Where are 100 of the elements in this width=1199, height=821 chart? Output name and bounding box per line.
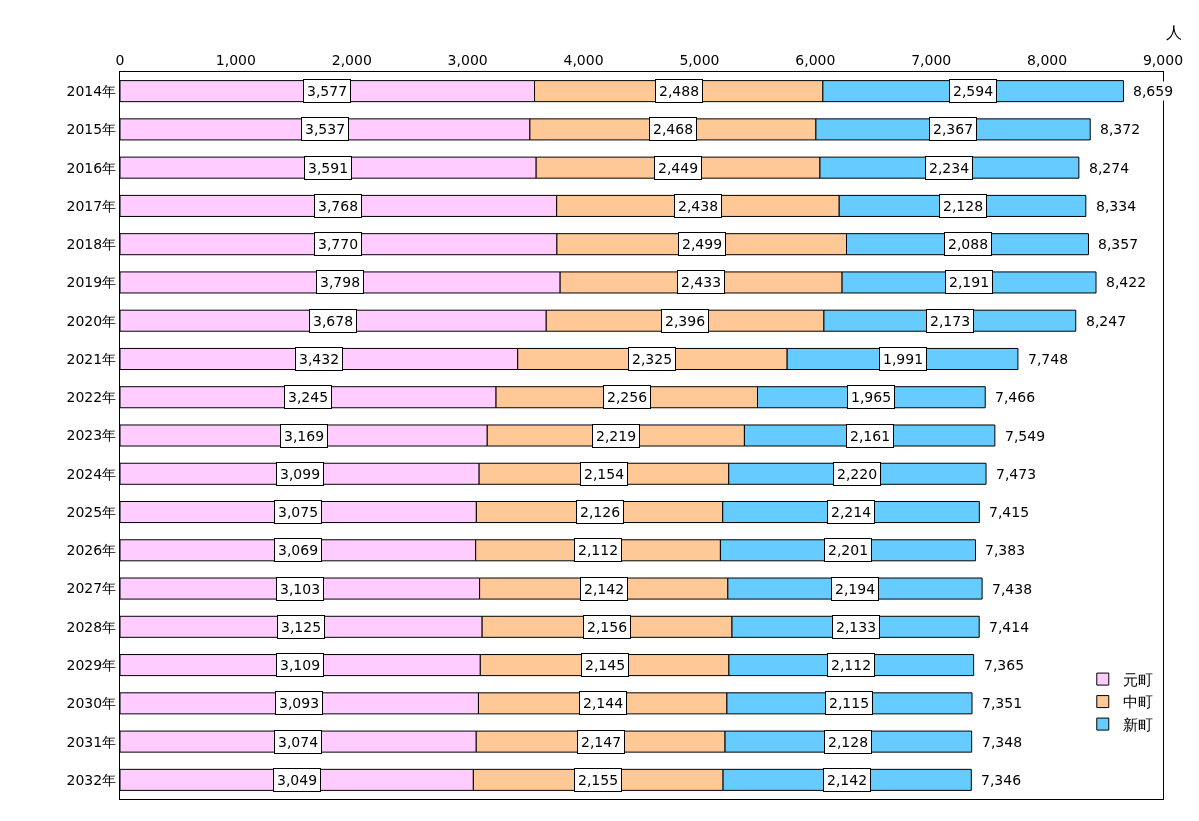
data-label: 3,109 [280, 657, 321, 673]
data-label: 3,591 [308, 160, 349, 176]
x-tick-label: 0 [115, 52, 125, 69]
data-label: 2,126 [580, 504, 621, 520]
total-label: 7,438 [992, 581, 1033, 597]
data-label: 2,594 [953, 83, 994, 99]
total-label: 7,365 [984, 657, 1025, 673]
data-label: 3,103 [280, 581, 321, 597]
data-label: 2,367 [933, 121, 974, 137]
data-label: 2,128 [828, 734, 869, 750]
data-label: 3,577 [307, 83, 348, 99]
legend-label: 新町 [1122, 715, 1153, 734]
data-label: 2,449 [658, 160, 699, 176]
data-label: 2,214 [831, 504, 872, 520]
data-label: 2,142 [827, 772, 868, 788]
data-label: 2,194 [835, 581, 876, 597]
total-label: 8,357 [1098, 236, 1139, 252]
y-tick-label: 2032年 [66, 771, 117, 788]
data-label: 2,144 [583, 695, 624, 711]
total-label: 8,334 [1096, 198, 1137, 214]
legend-label: 元町 [1122, 670, 1153, 689]
data-label: 3,074 [278, 734, 319, 750]
data-label: 2,325 [632, 351, 673, 367]
x-tick-label: 1,000 [215, 52, 256, 69]
x-tick-label: 7,000 [911, 52, 952, 69]
total-label: 7,549 [1005, 428, 1046, 444]
data-label: 3,678 [313, 313, 354, 329]
total-label: 7,748 [1028, 351, 1069, 367]
data-label: 2,191 [949, 274, 990, 290]
data-label: 3,099 [280, 466, 321, 482]
data-label: 2,438 [678, 198, 719, 214]
data-label: 3,432 [299, 351, 340, 367]
data-label: 2,145 [585, 657, 626, 673]
data-label: 2,468 [653, 121, 694, 137]
total-label: 8,247 [1086, 313, 1127, 329]
y-tick-label: 2029年 [66, 656, 117, 673]
x-tick-label: 4,000 [563, 52, 604, 69]
y-tick-label: 2025年 [66, 503, 117, 520]
data-label: 3,049 [277, 772, 318, 788]
y-tick-label: 2027年 [66, 580, 117, 597]
y-tick-label: 2015年 [66, 121, 117, 138]
data-label: 2,128 [943, 198, 984, 214]
x-tick-label: 8,000 [1027, 52, 1068, 69]
data-label: 2,112 [831, 657, 872, 673]
total-label: 8,274 [1089, 160, 1130, 176]
y-tick-label: 2020年 [66, 312, 117, 329]
data-label: 2,088 [948, 236, 989, 252]
total-label: 7,473 [996, 466, 1037, 482]
x-tick-label: 2,000 [331, 52, 372, 69]
y-tick-label: 2018年 [66, 236, 117, 253]
y-tick-label: 2023年 [66, 427, 117, 444]
data-label: 2,115 [829, 695, 870, 711]
y-tick-label: 2016年 [66, 159, 117, 176]
data-label: 2,154 [584, 466, 625, 482]
data-label: 2,155 [578, 772, 619, 788]
data-label: 3,093 [279, 695, 320, 711]
y-tick-label: 2017年 [66, 197, 117, 214]
x-tick-label: 3,000 [447, 52, 488, 69]
data-label: 2,112 [578, 542, 619, 558]
y-tick-label: 2026年 [66, 542, 117, 559]
data-label: 2,256 [607, 389, 648, 405]
total-label: 7,348 [982, 734, 1023, 750]
total-label: 7,383 [985, 542, 1026, 558]
x-tick-label: 5,000 [679, 52, 720, 69]
data-label: 1,991 [883, 351, 924, 367]
y-tick-label: 2024年 [66, 465, 117, 482]
data-label: 3,537 [305, 121, 346, 137]
total-label: 8,659 [1133, 83, 1174, 99]
data-label: 2,499 [682, 236, 723, 252]
total-label: 7,466 [995, 389, 1036, 405]
y-tick-label: 2030年 [66, 695, 117, 712]
data-label: 2,161 [850, 428, 891, 444]
total-label: 8,422 [1106, 274, 1147, 290]
total-label: 7,415 [989, 504, 1030, 520]
data-label: 2,234 [929, 160, 970, 176]
x-tick-label: 9,000 [1142, 52, 1184, 69]
legend-label: 中町 [1122, 693, 1153, 712]
data-label: 3,768 [318, 198, 359, 214]
data-label: 3,125 [281, 619, 322, 635]
data-label: 3,798 [320, 274, 361, 290]
y-tick-label: 2021年 [66, 350, 117, 367]
data-label: 2,220 [837, 466, 878, 482]
data-label: 2,396 [665, 313, 706, 329]
y-tick-label: 2019年 [66, 274, 117, 291]
data-label: 2,173 [930, 313, 971, 329]
total-label: 7,346 [981, 772, 1022, 788]
data-label: 2,133 [836, 619, 877, 635]
data-label: 2,156 [587, 619, 628, 635]
data-label: 2,488 [659, 83, 700, 99]
total-label: 7,351 [982, 695, 1023, 711]
data-label: 3,169 [284, 428, 325, 444]
data-label: 2,433 [681, 274, 722, 290]
x-tick-label: 6,000 [795, 52, 836, 69]
data-label: 3,075 [278, 504, 319, 520]
data-label: 3,245 [288, 389, 329, 405]
data-label: 3,770 [318, 236, 359, 252]
y-tick-label: 2014年 [66, 83, 117, 100]
data-label: 2,142 [584, 581, 625, 597]
data-label: 1,965 [851, 389, 892, 405]
y-tick-label: 2022年 [66, 389, 117, 406]
